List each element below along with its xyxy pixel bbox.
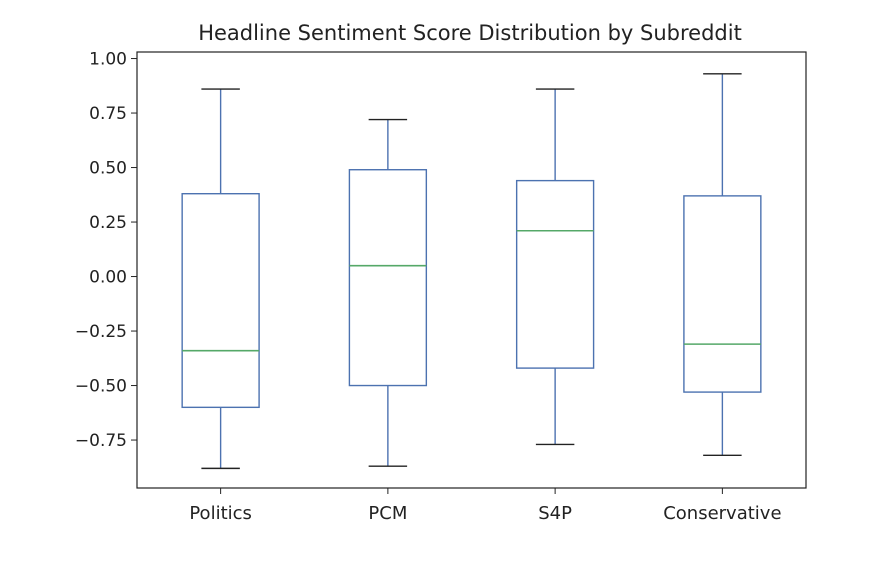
plot-area-frame [136,51,807,489]
x-tick-label: Conservative [663,503,781,524]
interquartile-box [348,169,428,387]
box-politics [181,88,260,470]
box-conservative [683,73,762,456]
y-tick-label: 0.25 [89,213,127,233]
x-tick-label: PCM [368,503,407,524]
y-tick-label: 0.00 [89,268,127,288]
y-tick-label: 1.00 [89,50,127,70]
y-tick-label: −0.75 [75,431,127,451]
box-pcm [348,118,428,467]
x-tick-label: Politics [189,503,252,524]
box-s4p [515,88,595,446]
x-axis: Politics PCM S4P Conservative [189,488,782,524]
y-axis: 1.00 0.75 0.50 0.25 0.00 −0.25 −0.50 −0.75 [75,50,137,451]
interquartile-box [683,195,762,393]
interquartile-box [181,192,260,409]
y-tick-label: 0.50 [89,159,127,179]
x-tick-label: S4P [538,503,572,524]
chart-title: Headline Sentiment Score Distribution by… [198,21,742,45]
y-tick-label: −0.50 [75,377,127,397]
box-series [181,73,762,470]
y-tick-label: 0.75 [89,104,127,124]
y-tick-label: −0.25 [75,322,127,342]
interquartile-box [515,179,595,369]
